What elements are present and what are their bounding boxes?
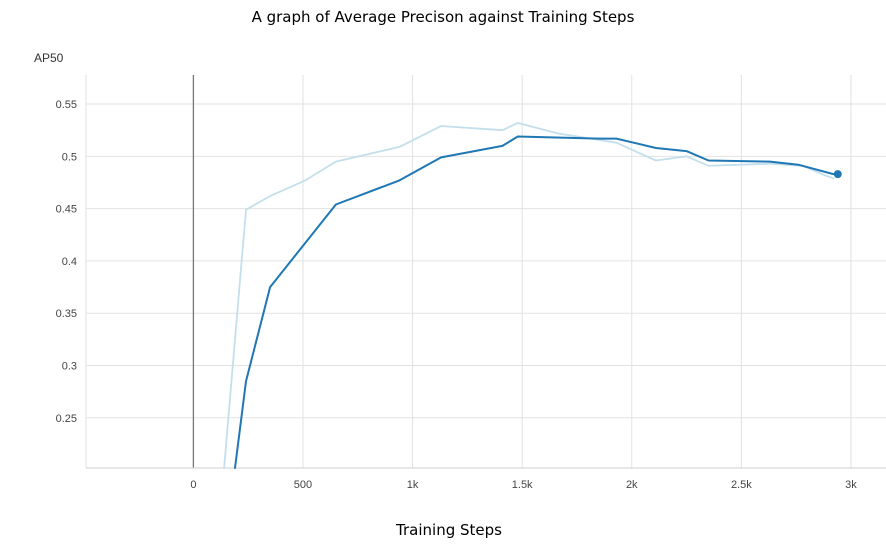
raw-series-line <box>223 122 835 469</box>
x-tick-label: 500 <box>294 479 312 491</box>
x-tick-label: 3k <box>845 479 857 491</box>
y-tick-label: 0.45 <box>56 204 77 216</box>
y-tick-label: 0.55 <box>56 99 77 111</box>
y-tick-label: 0.5 <box>62 151 77 163</box>
y-tick-label: 0.35 <box>56 308 77 320</box>
grid <box>85 75 886 468</box>
x-tick-label: 2k <box>626 479 638 491</box>
smoothed-series-line <box>234 135 835 469</box>
series <box>223 122 835 469</box>
x-tick-label: 1.5k <box>512 479 533 491</box>
chart-title: A graph of Average Precison against Trai… <box>251 8 635 26</box>
x-tick-label: 1k <box>407 479 419 491</box>
x-tick-label: 0 <box>190 479 196 491</box>
series-end-marker[interactable] <box>833 170 842 179</box>
x-tick-label: 2.5k <box>731 479 752 491</box>
y-axis-label: AP50 <box>34 51 64 65</box>
tick-labels: 0 500 1k 1.5k 2k 2.5k 3k 0.25 0.3 0.35 0.4 0.45 0.5 0… <box>56 99 858 491</box>
y-tick-label: 0.4 <box>62 256 77 268</box>
y-tick-label: 0.3 <box>62 361 77 373</box>
x-axis-label: Training Steps <box>396 521 502 539</box>
y-tick-label: 0.25 <box>56 413 77 425</box>
axes <box>86 75 886 469</box>
